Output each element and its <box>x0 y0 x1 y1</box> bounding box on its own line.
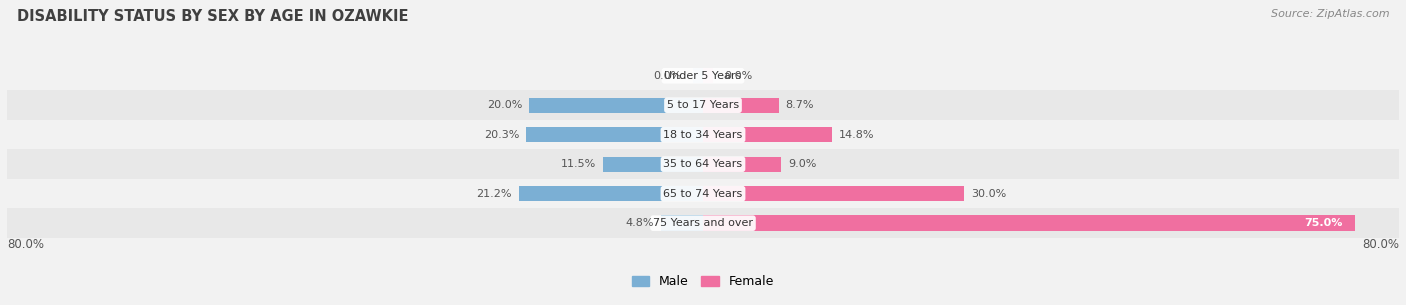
Bar <box>661 216 703 231</box>
Text: Source: ZipAtlas.com: Source: ZipAtlas.com <box>1271 9 1389 19</box>
Text: DISABILITY STATUS BY SEX BY AGE IN OZAWKIE: DISABILITY STATUS BY SEX BY AGE IN OZAWK… <box>17 9 408 24</box>
Text: 65 to 74 Years: 65 to 74 Years <box>664 189 742 199</box>
Text: 80.0%: 80.0% <box>7 239 44 252</box>
Text: 11.5%: 11.5% <box>561 159 596 169</box>
Text: 0.0%: 0.0% <box>724 71 754 81</box>
Text: 20.3%: 20.3% <box>484 130 519 140</box>
Text: 75 Years and over: 75 Years and over <box>652 218 754 228</box>
Bar <box>7 120 1399 149</box>
Text: 20.0%: 20.0% <box>486 100 522 110</box>
Bar <box>693 68 703 83</box>
Bar <box>703 98 779 113</box>
Text: Under 5 Years: Under 5 Years <box>665 71 741 81</box>
Bar <box>529 98 703 113</box>
Bar <box>519 186 703 201</box>
Bar <box>703 186 965 201</box>
Text: 0.0%: 0.0% <box>652 71 682 81</box>
Text: 21.2%: 21.2% <box>477 189 512 199</box>
Bar <box>7 149 1399 179</box>
Text: 80.0%: 80.0% <box>1362 239 1399 252</box>
Legend: Male, Female: Male, Female <box>631 275 775 288</box>
Bar <box>703 156 782 172</box>
Text: 4.8%: 4.8% <box>626 218 654 228</box>
Text: 75.0%: 75.0% <box>1303 218 1343 228</box>
Text: 30.0%: 30.0% <box>972 189 1007 199</box>
Bar <box>526 127 703 142</box>
Text: 9.0%: 9.0% <box>789 159 817 169</box>
Text: 18 to 34 Years: 18 to 34 Years <box>664 130 742 140</box>
Bar <box>7 91 1399 120</box>
Bar <box>7 208 1399 238</box>
Bar <box>703 216 1355 231</box>
Bar <box>7 61 1399 91</box>
Bar <box>703 127 832 142</box>
Text: 14.8%: 14.8% <box>839 130 875 140</box>
Bar <box>703 68 713 83</box>
Bar <box>7 179 1399 208</box>
Text: 8.7%: 8.7% <box>786 100 814 110</box>
Text: 5 to 17 Years: 5 to 17 Years <box>666 100 740 110</box>
Bar <box>603 156 703 172</box>
Text: 35 to 64 Years: 35 to 64 Years <box>664 159 742 169</box>
